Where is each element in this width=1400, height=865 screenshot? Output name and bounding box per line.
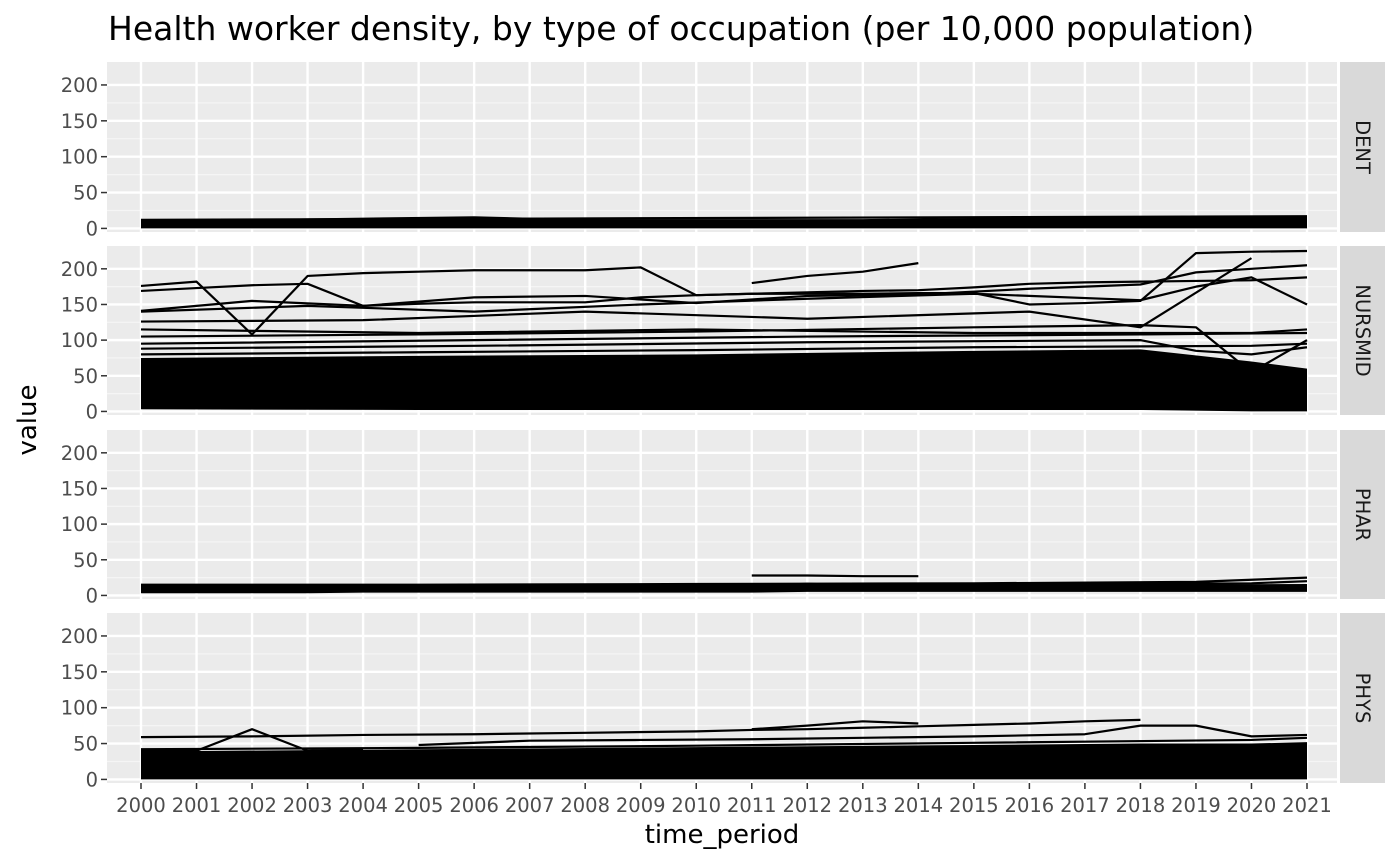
y-tick-label: 150 [61,477,98,500]
facet-strip [1340,62,1385,232]
x-tick-label: 2011 [727,794,777,817]
x-tick-label: 2008 [560,794,610,817]
y-tick-label: 100 [61,329,98,352]
series-line [751,720,919,731]
x-tick-label: 2002 [227,794,277,817]
y-tick-label: 50 [73,182,98,205]
series-line [140,276,1308,313]
x-tick-label: 2014 [894,794,944,817]
x-tick-label: 2013 [838,794,888,817]
series-line [140,249,1308,307]
y-tick-label: 200 [61,625,98,648]
y-tick-label: 150 [61,110,98,133]
y-tick-label: 50 [73,733,98,756]
x-tick-label: 2021 [1282,794,1332,817]
series-line [140,580,1308,588]
y-tick-label: 200 [61,442,98,465]
x-tick-label: 2020 [1227,794,1277,817]
x-axis-title: time_period [645,820,800,850]
x-tick-label: 2001 [172,794,222,817]
series-line [140,264,1308,312]
x-tick-label: 2016 [1005,794,1055,817]
facet-strip-label: NURSMID [1351,284,1374,376]
chart-title: Health worker density, by type of occupa… [108,9,1254,48]
series-line [140,736,1308,751]
x-tick-label: 2012 [782,794,832,817]
series-line [140,718,1141,739]
facet-strip [1340,613,1385,783]
series-line [140,339,1308,356]
series-line [751,574,919,578]
x-tick-label: 2019 [1171,794,1221,817]
facet-panel-phar: 0 50 100 150 200 PHAR [61,430,1385,607]
x-tick-label: 2007 [505,794,555,817]
x-tick-label: 2006 [449,794,499,817]
y-tick-label: 100 [61,146,98,169]
facets-layer: 0 50 100 150 200 DENT 0 50 100 150 200 NURSMID 0 50 10… [61,62,1385,791]
facet-panel-nursmid: 0 50 100 150 200 NURSMID [61,246,1385,423]
dense-series-band [141,349,1307,412]
series-line [418,724,1308,747]
x-tick-label: 2005 [394,794,444,817]
facet-strip [1340,430,1385,599]
x-tick-label: 2000 [116,794,166,817]
x-tick-label: 2015 [949,794,999,817]
facet-strip-label: PHYS [1351,673,1374,724]
facet-panel-phys: 0 50 100 150 200 PHYS [61,613,1385,791]
series-line [141,576,1308,586]
y-tick-label: 150 [61,661,98,684]
series-line [140,324,1308,374]
y-tick-label: 0 [86,400,98,423]
series-line [140,331,1308,345]
x-tick-label: 2018 [1116,794,1166,817]
x-tick-label: 2003 [283,794,333,817]
y-tick-label: 200 [61,258,98,281]
y-tick-label: 50 [73,365,98,388]
x-axis: 2000 2001 2002 2003 2004 2005 2006 2007 2008 2009… [116,783,1332,817]
y-tick-label: 200 [61,74,98,97]
x-tick-label: 2017 [1060,794,1110,817]
series-line [751,262,919,285]
facet-strip-label: PHAR [1351,488,1374,541]
x-tick-label: 2009 [616,794,666,817]
y-axis-title: value [13,384,43,455]
facet-panel-dent: 0 50 100 150 200 DENT [61,62,1385,240]
facet-strip-label: DENT [1351,120,1374,174]
y-tick-label: 0 [86,768,98,791]
dense-series-band [141,742,1307,780]
y-tick-label: 0 [86,217,98,240]
y-tick-label: 100 [61,697,98,720]
series-line [140,215,1308,221]
series-line [141,728,364,752]
series-line [140,257,1253,329]
panel-background [107,430,1337,599]
panel-background [107,62,1337,232]
y-tick-label: 150 [61,293,98,316]
x-tick-label: 2004 [338,794,388,817]
facet-strip [1340,246,1385,415]
y-tick-label: 100 [61,513,98,536]
y-tick-label: 50 [73,549,98,572]
x-tick-label: 2010 [671,794,721,817]
y-tick-label: 0 [86,584,98,607]
series-line [140,342,1308,356]
